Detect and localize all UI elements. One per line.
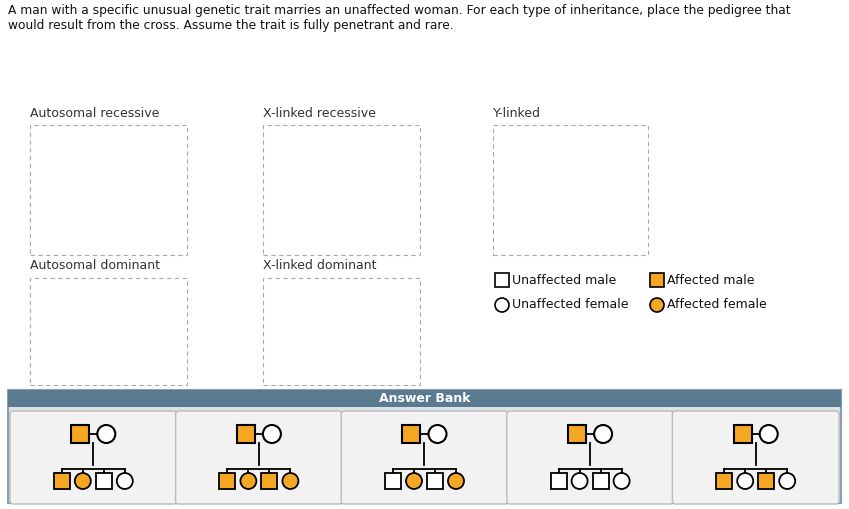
- Circle shape: [283, 473, 298, 489]
- FancyBboxPatch shape: [71, 425, 89, 443]
- FancyBboxPatch shape: [672, 411, 839, 504]
- FancyBboxPatch shape: [717, 473, 732, 489]
- FancyBboxPatch shape: [53, 473, 70, 489]
- FancyBboxPatch shape: [263, 125, 420, 255]
- Circle shape: [448, 473, 464, 489]
- FancyBboxPatch shape: [10, 411, 177, 504]
- FancyBboxPatch shape: [341, 411, 508, 504]
- FancyBboxPatch shape: [176, 411, 342, 504]
- Circle shape: [571, 473, 588, 489]
- Circle shape: [429, 425, 447, 443]
- Circle shape: [75, 473, 91, 489]
- FancyBboxPatch shape: [261, 473, 278, 489]
- Text: Unaffected female: Unaffected female: [512, 298, 628, 312]
- FancyBboxPatch shape: [30, 125, 187, 255]
- Text: Autosomal dominant: Autosomal dominant: [30, 259, 160, 272]
- FancyBboxPatch shape: [8, 390, 841, 503]
- Circle shape: [263, 425, 281, 443]
- FancyBboxPatch shape: [427, 473, 443, 489]
- FancyBboxPatch shape: [237, 425, 255, 443]
- FancyBboxPatch shape: [568, 425, 586, 443]
- FancyBboxPatch shape: [219, 473, 235, 489]
- Circle shape: [779, 473, 796, 489]
- Circle shape: [495, 298, 509, 312]
- FancyBboxPatch shape: [495, 273, 509, 287]
- Text: A man with a specific unusual genetic trait marries an unaffected woman. For eac: A man with a specific unusual genetic tr…: [8, 4, 790, 17]
- FancyBboxPatch shape: [96, 473, 112, 489]
- FancyBboxPatch shape: [8, 390, 841, 407]
- FancyBboxPatch shape: [507, 411, 673, 504]
- FancyBboxPatch shape: [402, 425, 420, 443]
- Circle shape: [117, 473, 132, 489]
- Circle shape: [614, 473, 630, 489]
- Text: Answer Bank: Answer Bank: [379, 392, 470, 405]
- FancyBboxPatch shape: [758, 473, 774, 489]
- Circle shape: [737, 473, 753, 489]
- Circle shape: [594, 425, 612, 443]
- Text: X-linked recessive: X-linked recessive: [263, 107, 376, 120]
- FancyBboxPatch shape: [30, 278, 187, 385]
- Circle shape: [650, 298, 664, 312]
- Text: Affected male: Affected male: [667, 273, 755, 287]
- Text: Unaffected male: Unaffected male: [512, 273, 616, 287]
- Circle shape: [406, 473, 422, 489]
- FancyBboxPatch shape: [493, 125, 648, 255]
- Text: Y-linked: Y-linked: [493, 107, 541, 120]
- Text: Affected female: Affected female: [667, 298, 767, 312]
- FancyBboxPatch shape: [734, 425, 751, 443]
- Text: X-linked dominant: X-linked dominant: [263, 259, 376, 272]
- Circle shape: [240, 473, 256, 489]
- Circle shape: [760, 425, 778, 443]
- FancyBboxPatch shape: [593, 473, 609, 489]
- FancyBboxPatch shape: [263, 278, 420, 385]
- Text: Autosomal recessive: Autosomal recessive: [30, 107, 160, 120]
- Circle shape: [98, 425, 115, 443]
- FancyBboxPatch shape: [551, 473, 566, 489]
- FancyBboxPatch shape: [385, 473, 401, 489]
- Text: would result from the cross. Assume the trait is fully penetrant and rare.: would result from the cross. Assume the …: [8, 19, 453, 32]
- FancyBboxPatch shape: [650, 273, 664, 287]
